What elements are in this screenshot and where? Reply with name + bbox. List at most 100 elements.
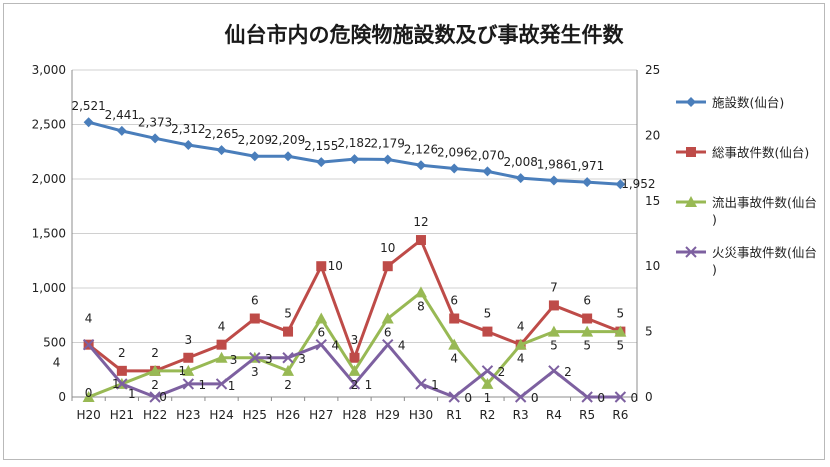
data-label: 1,971 bbox=[570, 159, 604, 173]
data-label: 2,441 bbox=[105, 108, 139, 122]
data-label: 2 bbox=[284, 378, 292, 392]
series-line-total-accidents bbox=[87, 238, 621, 373]
data-label: 2,155 bbox=[304, 139, 338, 153]
data-label: 6 bbox=[384, 326, 392, 340]
data-point bbox=[481, 365, 494, 377]
data-label: 2,182 bbox=[337, 136, 371, 150]
data-label: 2 bbox=[151, 378, 159, 392]
data-label: 10 bbox=[380, 241, 395, 255]
chart-frame: 仙台市内の危険物施設数及び事故発生件数 0 500 1,000 1,500 2,000 2… bbox=[3, 3, 825, 460]
data-point bbox=[283, 151, 294, 162]
data-point bbox=[482, 326, 493, 337]
data-point bbox=[415, 378, 427, 390]
x-tick-label: H30 bbox=[409, 408, 433, 422]
data-point bbox=[415, 160, 426, 171]
data-point bbox=[448, 338, 461, 350]
data-point bbox=[150, 133, 161, 144]
data-point bbox=[183, 139, 194, 150]
data-point bbox=[382, 261, 393, 272]
data-point bbox=[283, 326, 294, 337]
data-point bbox=[548, 365, 560, 377]
data-point bbox=[349, 352, 360, 363]
data-label: 1,986 bbox=[537, 158, 571, 172]
x-tick-label: H29 bbox=[376, 408, 400, 422]
data-label: 5 bbox=[583, 339, 591, 353]
data-label: 3 bbox=[351, 333, 359, 347]
legend-entry: 施設数(仙台) bbox=[676, 95, 784, 110]
y-left-tick-label: 1,500 bbox=[32, 227, 66, 241]
data-point bbox=[514, 391, 527, 403]
line-chart: 仙台市内の危険物施設数及び事故発生件数 05001,0001,5002,0002… bbox=[32, 23, 817, 422]
data-label: 1 bbox=[484, 391, 492, 405]
y-right-tick-label: 10 bbox=[645, 259, 660, 273]
data-label: 2,126 bbox=[404, 142, 438, 156]
data-point bbox=[182, 364, 195, 376]
data-label: 2 bbox=[351, 378, 359, 392]
series-fire-accidents bbox=[82, 338, 627, 403]
x-tick-label: H21 bbox=[110, 408, 134, 422]
data-label: 0 bbox=[597, 391, 605, 405]
data-label: 0 bbox=[531, 391, 539, 405]
data-label: 1 bbox=[228, 379, 236, 393]
data-point bbox=[149, 391, 161, 403]
data-label: 2,096 bbox=[437, 146, 471, 160]
x-tick-label: H20 bbox=[76, 408, 100, 422]
data-label: 1 bbox=[112, 377, 120, 391]
data-labels: 2,5212,4412,3732,3122,2652,2092,2092,155… bbox=[53, 99, 656, 405]
x-tick-label: R3 bbox=[513, 408, 529, 422]
data-point bbox=[614, 325, 627, 337]
data-point bbox=[449, 313, 460, 324]
data-point bbox=[316, 261, 327, 272]
x-tick-label: H22 bbox=[143, 408, 167, 422]
data-label: 7 bbox=[550, 280, 558, 294]
data-point bbox=[149, 364, 162, 376]
data-label: 0 bbox=[85, 386, 93, 400]
x-tick-label: H25 bbox=[243, 408, 267, 422]
data-label: 1 bbox=[128, 387, 136, 401]
data-point bbox=[282, 352, 294, 364]
y-left-tick-label: 3,000 bbox=[32, 63, 66, 77]
data-label: 3 bbox=[251, 365, 259, 379]
data-point bbox=[582, 177, 593, 188]
data-label: 5 bbox=[484, 307, 492, 321]
legend-label: 流出事故件数(仙台) bbox=[712, 195, 817, 227]
data-label: 0 bbox=[631, 391, 639, 405]
series-line-facilities bbox=[88, 120, 621, 186]
x-tick-label: H26 bbox=[276, 408, 300, 422]
data-point bbox=[615, 179, 626, 190]
data-label: 4 bbox=[331, 339, 339, 353]
data-label: 1 bbox=[431, 378, 439, 392]
legend-label: 施設数(仙台) bbox=[712, 95, 784, 110]
legend-entry: 流出事故件数(仙台) bbox=[676, 195, 817, 227]
data-label: 2,521 bbox=[71, 99, 105, 113]
x-tick-label: R1 bbox=[446, 408, 462, 422]
data-label: 4 bbox=[218, 320, 226, 334]
series-facilities bbox=[83, 117, 626, 190]
data-label: 3 bbox=[298, 352, 306, 366]
data-label: 2,179 bbox=[371, 136, 405, 150]
data-label: 4 bbox=[398, 339, 406, 353]
x-tick-label: H28 bbox=[342, 408, 366, 422]
data-point bbox=[515, 173, 526, 184]
data-point bbox=[215, 378, 228, 390]
data-label: 4 bbox=[85, 312, 93, 326]
data-label: 3 bbox=[230, 353, 238, 367]
data-label: 2,209 bbox=[238, 133, 272, 147]
data-point bbox=[116, 125, 127, 136]
data-label: 4 bbox=[517, 352, 525, 366]
data-label: 5 bbox=[284, 307, 292, 321]
data-label: 2,265 bbox=[204, 127, 238, 141]
data-point bbox=[183, 352, 194, 363]
data-point bbox=[415, 235, 426, 246]
data-label: 2 bbox=[564, 365, 572, 379]
data-label: 1,952 bbox=[621, 177, 655, 191]
series-total-accidents bbox=[83, 235, 626, 376]
data-label: 1 bbox=[179, 364, 187, 378]
y-right-tick-label: 5 bbox=[645, 325, 653, 339]
y-left-tick-label: 2,500 bbox=[32, 118, 66, 132]
data-point bbox=[116, 365, 127, 376]
data-point bbox=[614, 391, 627, 403]
data-point bbox=[315, 338, 327, 351]
data-point bbox=[449, 163, 460, 174]
data-point bbox=[481, 377, 494, 389]
